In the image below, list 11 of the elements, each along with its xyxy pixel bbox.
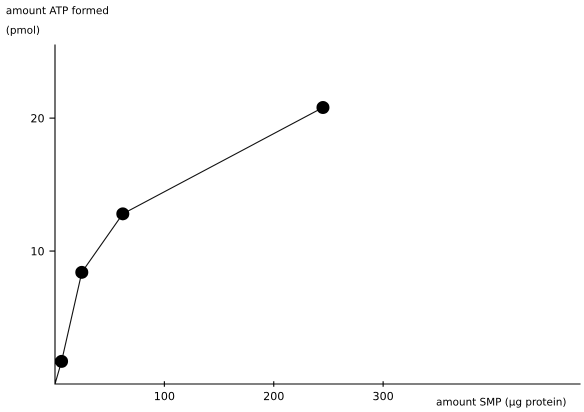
point (116, 207, 130, 220)
x-tick-label: 100 (154, 392, 174, 400)
x-tick-label: 200 (264, 392, 284, 400)
point (55, 354, 68, 368)
point (316, 100, 330, 114)
y-tick-label: 10 (32, 247, 44, 256)
point (75, 266, 88, 279)
y-axis-title: amount ATP formed (pmol) (6, 6, 108, 36)
x-tick-label: 300 (373, 392, 393, 400)
y-tick-label: 20 (31, 114, 44, 122)
x-axis-title: amount SMP (μg protein) (436, 398, 566, 408)
